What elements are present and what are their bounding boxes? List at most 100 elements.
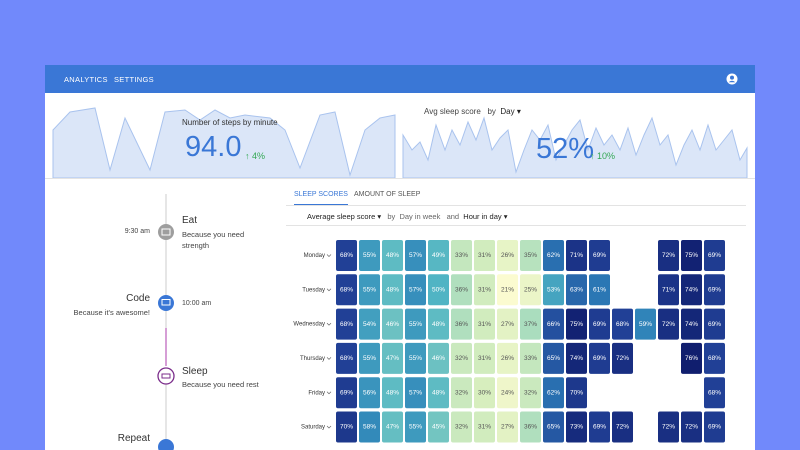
heat-cell bbox=[474, 240, 495, 271]
cell-label: 63% bbox=[570, 287, 583, 294]
heat-cell bbox=[428, 240, 449, 271]
cell-label: 37% bbox=[524, 321, 537, 328]
time: 10:00 am bbox=[182, 300, 212, 307]
cell-label: 46% bbox=[432, 355, 445, 362]
heat-cell bbox=[658, 308, 679, 340]
metric-dropdown[interactable]: Average sleep score ▾ bbox=[307, 212, 382, 221]
steps-label: Number of steps by minute bbox=[182, 118, 278, 127]
heat-cell bbox=[497, 377, 518, 409]
tab[interactable]: AMOUNT OF SLEEP bbox=[354, 191, 421, 198]
tab-active[interactable]: SLEEP SCORES bbox=[294, 191, 348, 205]
heat-cell bbox=[704, 411, 725, 443]
account-icon[interactable] bbox=[726, 73, 738, 85]
cell-label: 69% bbox=[708, 252, 721, 259]
period-dropdown[interactable]: Day ▾ bbox=[500, 107, 521, 116]
heat-cell bbox=[658, 274, 679, 306]
y-dimension-dropdown[interactable]: Hour in day ▾ bbox=[463, 212, 508, 221]
repeat-icon bbox=[158, 439, 174, 450]
cell-label: 32% bbox=[524, 389, 537, 396]
timeline-title: Sleep bbox=[182, 366, 208, 377]
cell-label: 31% bbox=[478, 321, 491, 328]
row-label: Friday bbox=[308, 390, 325, 396]
cell-label: 69% bbox=[708, 287, 721, 294]
heat-cell bbox=[497, 308, 518, 340]
cell-label: 72% bbox=[662, 252, 675, 259]
row-label: Thursday bbox=[300, 356, 325, 362]
heat-cell bbox=[589, 274, 610, 306]
heat-cell bbox=[451, 342, 472, 374]
cell-label: 74% bbox=[685, 321, 698, 328]
cell-label: 48% bbox=[386, 389, 399, 396]
cell-label: 31% bbox=[478, 287, 491, 294]
heat-cell bbox=[543, 240, 564, 271]
sparklines bbox=[45, 107, 755, 179]
cell-label: 76% bbox=[685, 355, 698, 362]
code-icon bbox=[158, 295, 174, 311]
sleep-avg-value: 52% bbox=[536, 133, 595, 165]
sleep-avg-change-value: 10% bbox=[597, 151, 616, 161]
nav-item[interactable]: SETTINGS bbox=[114, 75, 154, 84]
heat-cell bbox=[336, 240, 357, 271]
cell-label: 35% bbox=[524, 252, 537, 259]
cell-label: 75% bbox=[570, 321, 583, 328]
cell-label: 32% bbox=[455, 389, 468, 396]
cell-label: 74% bbox=[685, 287, 698, 294]
cell-label: 55% bbox=[363, 287, 376, 294]
timeline-title: Eat bbox=[182, 215, 198, 226]
cell-label: 47% bbox=[386, 355, 399, 362]
timeline-subtitle: Because it's awesome! bbox=[73, 308, 150, 317]
heat-cell bbox=[520, 240, 541, 271]
x-dimension[interactable]: Day in week bbox=[399, 212, 441, 221]
cell-label: 58% bbox=[363, 424, 376, 431]
sleep-avg-title: Avg sleep score bbox=[424, 107, 481, 116]
heat-cell bbox=[520, 377, 541, 409]
heat-cell bbox=[566, 308, 587, 340]
nav-item[interactable]: ANALYTICS bbox=[64, 75, 108, 84]
heat-cell bbox=[359, 342, 380, 374]
cell-label: 65% bbox=[547, 355, 560, 362]
heat-cell bbox=[566, 342, 587, 374]
heat-cell bbox=[474, 377, 495, 409]
cell-label: 61% bbox=[593, 287, 606, 294]
heat-cell bbox=[681, 411, 702, 443]
heat-cell bbox=[405, 342, 426, 374]
sleep-avg-change: ↑ 10% bbox=[590, 151, 616, 161]
heat-cell bbox=[336, 274, 357, 306]
cell-label: 36% bbox=[524, 424, 537, 431]
heat-cell bbox=[704, 274, 725, 306]
heat-cell bbox=[359, 411, 380, 443]
cell-label: 69% bbox=[708, 424, 721, 431]
sleep-avg-by: by bbox=[487, 107, 496, 116]
heat-cell bbox=[405, 274, 426, 306]
timeline-graphics bbox=[157, 194, 175, 450]
heat-cell bbox=[566, 377, 587, 409]
cell-label: 48% bbox=[386, 287, 399, 294]
eat-glyph bbox=[161, 228, 171, 236]
heat-cell bbox=[474, 274, 495, 306]
cell-label: 36% bbox=[455, 287, 468, 294]
heat-cell bbox=[336, 411, 357, 443]
metric: Average sleep score bbox=[307, 212, 376, 221]
cell-label: 53% bbox=[547, 287, 560, 294]
heat-cell bbox=[704, 377, 725, 409]
heat-cell bbox=[382, 308, 403, 340]
heat-cell bbox=[497, 274, 518, 306]
heat-cell bbox=[543, 342, 564, 374]
heat-cell bbox=[520, 342, 541, 374]
heat-cell bbox=[451, 377, 472, 409]
heat-cell bbox=[474, 342, 495, 374]
cell-label: 36% bbox=[455, 321, 468, 328]
cell-label: 69% bbox=[593, 424, 606, 431]
cell-label: 30% bbox=[478, 389, 491, 396]
timeline-title: Repeat bbox=[117, 433, 150, 444]
time: 9:30 am bbox=[124, 228, 150, 235]
cell-label: 54% bbox=[363, 321, 376, 328]
period-value: Day bbox=[500, 107, 515, 116]
heat-cell bbox=[382, 274, 403, 306]
row-label: Tuesday bbox=[302, 287, 325, 293]
heat-cell bbox=[359, 377, 380, 409]
cell-label: 68% bbox=[340, 355, 353, 362]
steps-value: 94.0 bbox=[185, 131, 242, 163]
filter-row: Average sleep score ▾ by Day in week and… bbox=[307, 212, 508, 221]
